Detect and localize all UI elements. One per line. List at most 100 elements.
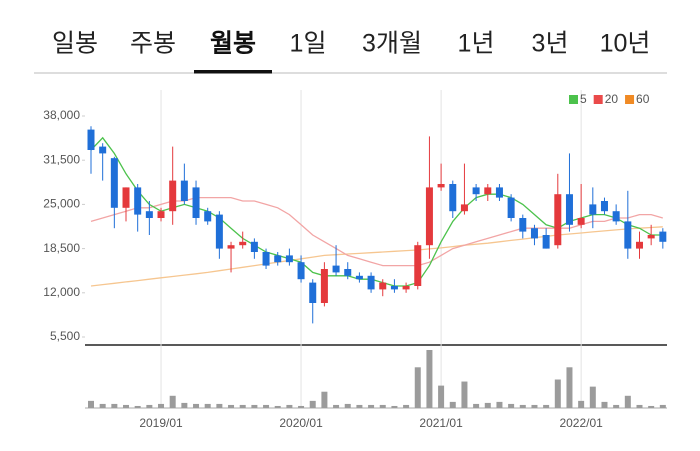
legend-swatch xyxy=(569,95,578,104)
candle-body xyxy=(192,187,200,218)
y-tick-label: 18,500 xyxy=(43,241,80,255)
moving-average-line xyxy=(90,196,663,267)
volume-bar xyxy=(344,403,351,408)
candle-body xyxy=(250,241,258,252)
candle-body xyxy=(612,211,620,222)
candle-body xyxy=(484,187,492,195)
y-tick-label: 5,500 xyxy=(50,329,80,343)
volume-bar xyxy=(88,400,94,408)
candle-body xyxy=(530,228,538,239)
volume-bar xyxy=(333,404,340,408)
volume-bar xyxy=(158,403,165,408)
volume-bar xyxy=(228,404,235,408)
volume-bar xyxy=(426,350,433,408)
volume-bar xyxy=(368,404,375,408)
volume-bar xyxy=(263,404,270,408)
legend-label: 5 xyxy=(580,92,587,106)
volume-bar xyxy=(624,395,631,408)
x-tick-label: 2022/01 xyxy=(559,416,603,430)
volume-bar xyxy=(461,381,468,408)
x-tick-label: 2020/01 xyxy=(279,416,323,430)
volume-bar xyxy=(648,405,655,408)
volume-bar xyxy=(286,404,293,408)
candle-body xyxy=(239,241,247,246)
candle-body xyxy=(519,218,527,232)
period-tab[interactable]: 10년 xyxy=(600,30,651,58)
volume-bar xyxy=(169,395,176,408)
candle-body xyxy=(262,252,270,266)
volume-bar xyxy=(543,404,550,408)
candle-body xyxy=(379,282,387,290)
volume-bar xyxy=(554,379,561,408)
candle-body xyxy=(367,275,375,290)
candle-body xyxy=(227,245,235,249)
candle-body xyxy=(565,194,573,225)
volume-bar xyxy=(204,403,211,408)
moving-average-line xyxy=(90,226,663,287)
candle-body xyxy=(122,187,130,208)
volume-bar xyxy=(356,404,363,408)
volume-bar xyxy=(589,386,596,408)
x-tick-label: 2021/01 xyxy=(419,416,463,430)
volume-bar xyxy=(298,405,305,408)
volume-bar xyxy=(531,404,538,408)
candle-body xyxy=(624,221,632,249)
volume-bar xyxy=(508,403,515,408)
candle-body xyxy=(589,204,597,215)
volume-bar xyxy=(438,385,445,408)
legend-swatch xyxy=(593,95,603,104)
volume-bar xyxy=(181,402,188,408)
candle-body xyxy=(285,255,293,263)
candle-body xyxy=(332,265,340,273)
candle-body xyxy=(309,282,317,303)
volume-bar xyxy=(391,405,398,408)
candle-body xyxy=(600,201,608,212)
candle-body xyxy=(449,184,457,212)
candle-body xyxy=(542,235,550,249)
candle-body xyxy=(87,129,95,150)
period-tab[interactable]: 3개월 xyxy=(362,30,422,58)
candle-body xyxy=(169,180,177,212)
candle-body xyxy=(320,269,328,303)
legend-swatch xyxy=(625,95,635,104)
volume-bar xyxy=(659,404,666,408)
volume-bar xyxy=(99,403,106,408)
volume-bar xyxy=(239,404,246,408)
period-tab[interactable]: 월봉 xyxy=(210,30,256,58)
y-tick-label: 38,000 xyxy=(43,108,80,122)
period-tab[interactable]: 1년 xyxy=(458,30,495,58)
period-tab[interactable]: 1일 xyxy=(290,30,327,58)
candle-body xyxy=(647,235,655,239)
candle-body xyxy=(145,211,153,218)
period-tab[interactable]: 3년 xyxy=(532,30,569,58)
y-tick-label: 25,000 xyxy=(43,197,80,211)
candle-body xyxy=(554,194,562,246)
volume-bar xyxy=(484,402,491,408)
volume-bar xyxy=(123,404,130,408)
volume-bar xyxy=(321,391,328,408)
candle-body xyxy=(215,214,223,249)
volume-bar xyxy=(519,404,526,408)
period-tab[interactable]: 주봉 xyxy=(130,30,176,58)
candle-body xyxy=(274,255,282,263)
candle-body xyxy=(507,197,515,218)
candle-body xyxy=(99,146,107,154)
volume-bar xyxy=(274,405,281,408)
volume-bar xyxy=(379,404,386,408)
candle-body xyxy=(495,187,503,198)
volume-bar xyxy=(193,403,200,408)
volume-bar xyxy=(309,400,316,408)
volume-bar xyxy=(403,404,410,408)
volume-bar xyxy=(578,400,585,408)
candle-body xyxy=(355,275,363,280)
candle-body xyxy=(134,187,142,215)
candle-body xyxy=(437,184,445,188)
candle-body xyxy=(110,158,118,208)
candle-body xyxy=(460,204,468,212)
volume-bar xyxy=(496,401,503,408)
period-tab[interactable]: 일봉 xyxy=(52,30,98,58)
candle-body xyxy=(402,286,410,290)
candle-body xyxy=(472,187,480,195)
volume-bar xyxy=(134,405,141,408)
